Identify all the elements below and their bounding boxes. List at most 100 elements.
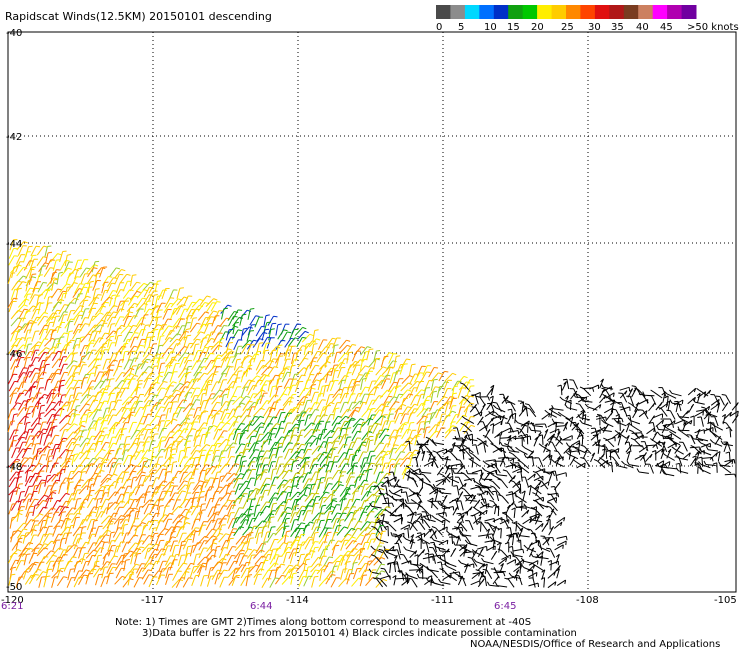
wind-barb — [10, 331, 16, 342]
wind-barb-tick — [455, 506, 459, 511]
wind-barb — [78, 337, 82, 349]
wind-barb — [218, 463, 227, 473]
wind-barb-tick — [142, 297, 147, 300]
wind-barb-tick — [42, 371, 47, 374]
wind-barb — [184, 387, 192, 398]
wind-barb — [50, 512, 56, 523]
wind-barb — [400, 422, 406, 434]
wind-barb — [11, 337, 19, 348]
wind-barb-tick — [708, 389, 712, 394]
wind-barb-tick — [459, 382, 464, 385]
wind-barb — [423, 427, 427, 439]
wind-barb-tick — [370, 367, 375, 369]
wind-barb-tick — [548, 454, 553, 458]
wind-barb-tick — [234, 421, 239, 423]
wind-barb — [652, 440, 661, 448]
wind-barb-tick — [396, 479, 400, 484]
wind-barb-tick — [635, 402, 640, 406]
wind-barb-tick — [600, 378, 604, 383]
wind-barb — [184, 422, 190, 434]
wind-barb — [309, 385, 313, 397]
wind-barb-tick — [71, 375, 76, 378]
wind-barb-tick — [178, 440, 183, 443]
wind-barb — [226, 356, 231, 368]
wind-barb — [10, 359, 16, 370]
wind-barb-tick — [564, 404, 568, 408]
wind-barb-tick — [412, 456, 417, 459]
wind-barb-tick — [516, 471, 522, 474]
wind-barb — [252, 338, 260, 348]
wind-barb — [212, 413, 217, 425]
wind-barb — [281, 331, 288, 342]
wind-barb — [374, 456, 382, 467]
wind-barb-tick — [509, 414, 513, 418]
wind-barb-tick — [549, 436, 554, 440]
wind-barb — [694, 401, 705, 405]
wind-barb-tick — [721, 394, 726, 396]
wind-barb — [269, 503, 274, 515]
wind-barb-tick — [389, 511, 393, 516]
wind-barb — [302, 472, 309, 483]
wind-barb — [387, 386, 395, 396]
wind-barb — [394, 428, 400, 440]
wind-barb — [713, 422, 717, 433]
wind-barb — [582, 449, 588, 460]
wind-barb — [475, 407, 482, 417]
wind-barb-tick — [332, 489, 338, 492]
wind-barb-tick — [213, 298, 218, 301]
wind-barb — [165, 408, 169, 420]
wind-barb — [136, 506, 141, 518]
wind-barb — [298, 387, 306, 398]
wind-barb-tick — [503, 461, 506, 466]
wind-barb-tick — [598, 439, 601, 444]
wind-barb — [471, 469, 482, 474]
wind-barb-tick — [362, 358, 367, 361]
wind-barb-tick — [410, 498, 415, 503]
wind-barb — [262, 416, 269, 427]
wind-barb — [15, 329, 20, 341]
wind-barb-tick — [255, 449, 260, 451]
wind-barb-tick — [176, 354, 181, 356]
wind-barb — [298, 486, 307, 496]
wind-barb — [23, 442, 32, 453]
wind-barb-tick — [631, 385, 636, 387]
wind-barb — [634, 402, 640, 412]
wind-barb — [79, 464, 89, 473]
wind-barb — [596, 426, 606, 433]
wind-barb-tick — [65, 260, 70, 262]
wind-barb-tick — [705, 428, 710, 431]
wind-barb — [35, 371, 44, 382]
wind-barb — [409, 380, 418, 390]
wind-barb — [430, 391, 434, 403]
wind-barb-tick — [330, 343, 335, 345]
wind-barb-tick — [238, 370, 243, 372]
wind-barb-tick — [522, 408, 526, 412]
wind-barb — [470, 391, 481, 397]
wind-barb-tick — [158, 344, 163, 347]
wind-barb — [389, 448, 394, 460]
wind-barb — [107, 317, 113, 328]
wind-barb — [538, 457, 544, 468]
wind-barb-tick — [419, 486, 424, 491]
wind-barb — [163, 395, 171, 405]
wind-barb — [143, 337, 148, 349]
wind-barb — [584, 414, 587, 425]
wind-barb — [175, 304, 183, 315]
wind-barb — [337, 352, 346, 363]
wind-barb-tick — [96, 272, 101, 275]
wind-barb-tick — [283, 329, 288, 332]
wind-barb — [495, 407, 506, 413]
wind-barb — [450, 451, 458, 460]
wind-barb-tick — [528, 455, 533, 458]
wind-barb — [148, 384, 152, 396]
wind-barb — [690, 434, 696, 445]
wind-barb — [141, 325, 146, 337]
wind-barb — [281, 513, 288, 524]
wind-barb-tick — [24, 457, 29, 459]
wind-barb — [401, 429, 408, 440]
wind-barb — [186, 301, 193, 312]
wind-barb — [221, 412, 227, 424]
wind-barb — [140, 513, 149, 523]
wind-barb-tick — [216, 381, 221, 383]
wind-barb-tick — [593, 458, 598, 462]
